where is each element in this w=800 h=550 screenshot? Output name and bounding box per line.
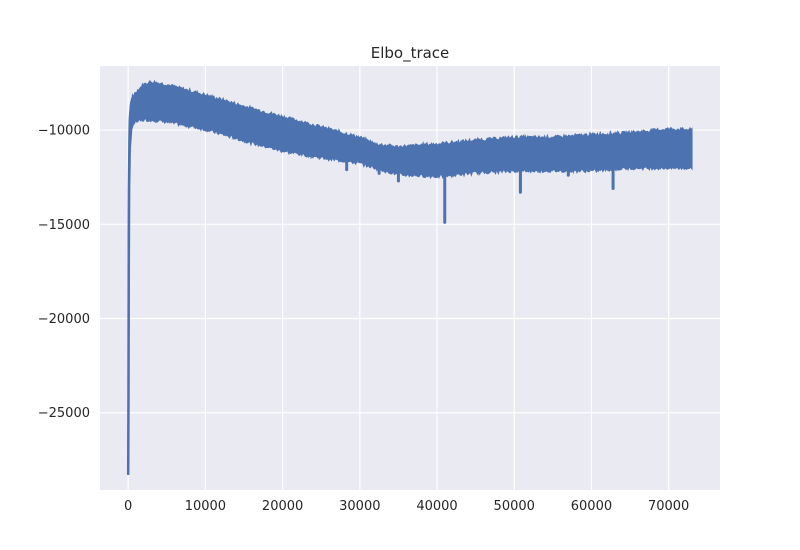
x-tick-label: 70000 [648,499,689,514]
x-tick-label: 40000 [416,499,457,514]
x-tick-label: 30000 [339,499,380,514]
elbo-trace-initial-segment [126,91,139,475]
y-tick-label: −25000 [38,406,90,421]
y-axis-ticks: −10000 −15000 −20000 −25000 [38,124,90,422]
x-axis-ticks: 0 10000 20000 30000 40000 50000 60000 70000 [124,499,689,514]
y-tick-label: −10000 [38,124,90,139]
y-tick-label: −15000 [38,218,90,233]
x-tick-label: 0 [124,499,132,514]
x-tick-label: 50000 [494,499,535,514]
x-tick-label: 20000 [262,499,303,514]
x-tick-label: 60000 [571,499,612,514]
chart-title: Elbo_trace [371,44,450,63]
x-tick-label: 10000 [185,499,226,514]
elbo-trace-series [127,79,693,475]
y-tick-label: −20000 [38,312,90,327]
series-layer [126,79,693,475]
